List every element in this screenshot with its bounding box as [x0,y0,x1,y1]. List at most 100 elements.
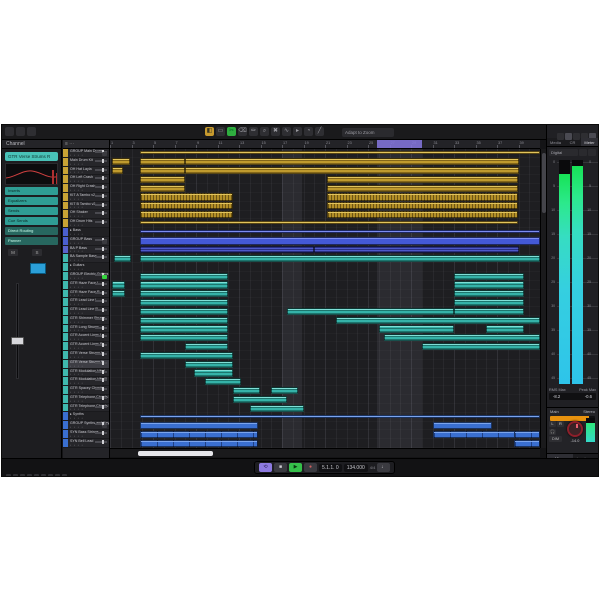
track-row[interactable]: ▸ Guitars • • • • [63,263,109,272]
track-mini-controls[interactable]: • • • • [70,319,84,324]
audio-event[interactable] [421,342,540,351]
meter-reset-icon[interactable] [588,148,596,156]
track-mini-controls[interactable]: • • • • [70,381,84,386]
audio-event[interactable] [140,334,229,342]
audio-event[interactable] [140,290,229,298]
audio-event[interactable] [140,299,229,307]
audio-event[interactable] [327,175,519,184]
draw-tool[interactable]: ∿ [282,127,291,136]
track-mini-controls[interactable]: • • • • [70,433,84,438]
track-mini-controls[interactable]: • • • • [70,240,84,245]
track-mini-controls[interactable]: • • • • [70,161,84,166]
peak-max-value[interactable]: -0.6 [584,394,592,399]
audio-event[interactable] [232,386,261,395]
setup-icon[interactable] [557,133,564,140]
track-volume-slider[interactable] [95,308,107,313]
track-volume-slider[interactable] [95,272,107,277]
zone-toggle-icon[interactable] [48,474,53,476]
audio-event[interactable] [271,386,299,395]
track-mini-controls[interactable]: • • • • [70,258,84,263]
track-volume-slider[interactable] [95,325,107,330]
zone-toggle-icon[interactable] [34,474,39,476]
track-row[interactable]: BA Sample Bass • • • • [63,254,109,264]
audio-event[interactable] [140,307,229,315]
track-volume-slider[interactable] [95,176,107,181]
track-volume-slider[interactable] [95,158,107,163]
track-row[interactable]: GTR Verse Strums R • • • • [63,359,109,369]
racks-icon[interactable] [573,133,580,140]
zone-toggle-icon[interactable] [55,474,60,476]
audio-event[interactable] [140,211,233,219]
audio-event[interactable] [140,255,540,263]
inspector-section-sends[interactable]: Sends [5,207,58,215]
audio-event[interactable] [140,414,540,418]
track-row[interactable]: GTR Lead Line R • • • • [63,307,109,316]
track-mini-controls[interactable]: • • • • [70,407,84,412]
track-mini-controls[interactable]: • • • • [70,328,84,333]
audio-event[interactable] [454,281,524,289]
tab-media[interactable]: Media [550,140,561,145]
grid-type-dropdown[interactable]: Adapt to Zoom [342,128,394,137]
close-zone-icon[interactable] [589,133,596,140]
position-display[interactable]: 5.1.1. 0 [319,463,342,472]
track-mini-controls[interactable]: • • • • [70,179,84,184]
meter-scale-dropdown[interactable]: Digital [549,148,578,156]
audio-event[interactable] [140,272,229,280]
audio-event[interactable] [327,193,519,201]
left-channel-button[interactable]: L [549,421,556,427]
audio-event[interactable] [140,151,540,154]
hub-icon[interactable] [5,127,14,136]
signature-display[interactable]: 4/4 [369,465,376,470]
track-volume-slider[interactable] [95,246,107,251]
audio-event[interactable] [514,439,540,447]
track-volume-slider[interactable] [95,281,107,286]
track-volume-slider[interactable] [95,334,107,339]
track-row[interactable]: ▸ Synths • • • • [63,412,109,422]
track-row[interactable]: OH Hat Layla • • • • [63,166,109,176]
play-button[interactable]: ▶ [289,463,302,472]
track-volume-slider[interactable] [95,369,107,374]
inspector-section-equalizers[interactable]: Equalizers [5,197,58,205]
audio-event[interactable] [140,325,229,333]
track-mini-controls[interactable]: • • • • [70,302,84,307]
volume-fader-handle[interactable] [11,337,24,345]
workspace-icon[interactable] [16,127,25,136]
object-select-tool[interactable]: ◧ [205,127,214,136]
track-mini-controls[interactable]: • • • • [70,275,84,280]
track-row[interactable]: Main Drum Kit • • • • [63,157,109,167]
track-mini-controls[interactable]: • • • • [70,398,84,403]
audio-event[interactable] [185,167,519,175]
track-row[interactable]: GTR Accent Lines L • • • • [63,333,109,343]
audio-event[interactable] [335,316,540,324]
audio-event[interactable] [378,325,454,333]
metronome-button[interactable]: ♩ [377,463,391,472]
audio-event[interactable] [185,158,519,166]
edit-channel-button[interactable] [102,424,107,428]
track-volume-slider[interactable] [95,167,107,172]
color-tool[interactable]: ◔ [304,127,313,136]
track-volume-slider[interactable] [95,193,107,198]
line-tool[interactable]: ╱ [315,127,324,136]
inspector-section-inserts[interactable]: Inserts [5,187,58,195]
cycle-button[interactable]: ⟲ [259,463,272,472]
vertical-scrollbar-thumb[interactable] [542,153,546,213]
track-volume-slider[interactable] [95,431,107,435]
tempo-display[interactable]: 134.000 [343,463,368,472]
rms-max-value[interactable]: -8.2 [553,394,561,399]
track-volume-slider[interactable] [95,211,107,216]
track-mini-controls[interactable]: • • • • [70,363,84,368]
zone-toggle-icon[interactable] [6,474,11,476]
audio-event[interactable] [112,281,126,289]
audio-event[interactable] [327,211,519,219]
audio-event[interactable] [140,351,233,359]
audio-event[interactable] [140,202,233,210]
audio-event[interactable] [140,439,259,447]
track-row[interactable]: OH Right Crash • • • • [63,184,109,193]
track-mini-controls[interactable]: • • • • [70,293,84,298]
track-row[interactable]: SYN Bell Lead • • • • [63,438,109,448]
cycle-locator-range[interactable] [376,140,422,148]
pan-control[interactable] [30,263,46,274]
mute-tool[interactable]: ✖ [271,127,280,136]
track-mini-controls[interactable]: • • • • [70,389,84,394]
track-volume-slider[interactable] [95,343,107,348]
